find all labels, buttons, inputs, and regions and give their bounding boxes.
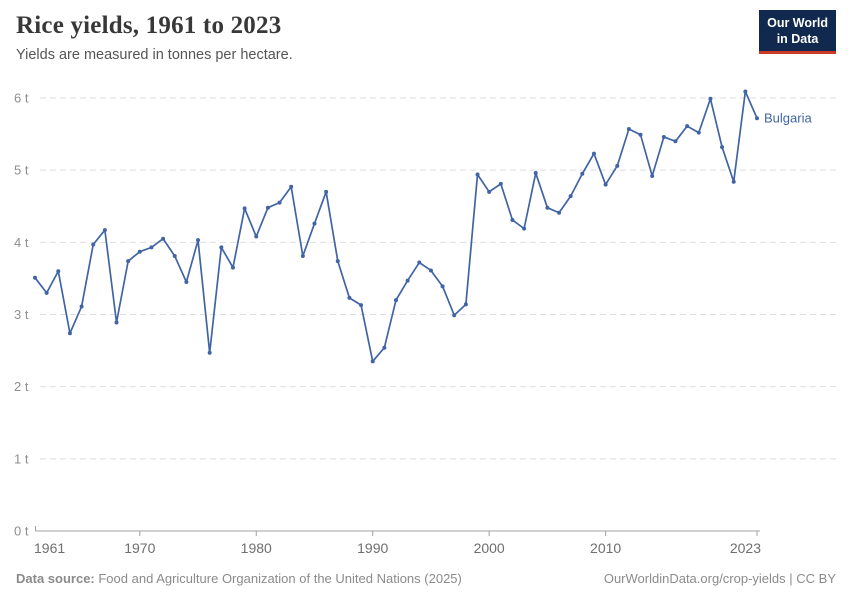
data-point[interactable] — [324, 189, 329, 194]
data-point[interactable] — [370, 359, 375, 364]
data-point[interactable] — [44, 290, 49, 295]
data-source-text: Food and Agriculture Organization of the… — [94, 571, 462, 586]
data-point[interactable] — [475, 172, 480, 177]
data-point[interactable] — [463, 302, 468, 307]
data-point[interactable] — [114, 320, 119, 325]
data-point[interactable] — [650, 173, 655, 178]
x-axis-tick-label: 2023 — [730, 540, 761, 556]
x-axis-tick-label: 1990 — [357, 540, 388, 556]
owid-logo-line1: Our World — [767, 16, 828, 30]
data-point[interactable] — [300, 254, 305, 259]
data-point[interactable] — [498, 181, 503, 186]
data-point[interactable] — [312, 221, 317, 226]
y-axis-tick-label: 2 t — [14, 379, 29, 394]
y-axis-tick-label: 4 t — [14, 235, 29, 250]
data-point[interactable] — [533, 171, 538, 176]
data-point[interactable] — [242, 206, 247, 211]
y-axis-tick-label: 1 t — [14, 451, 29, 466]
data-point[interactable] — [230, 265, 235, 270]
data-point[interactable] — [557, 210, 562, 215]
data-point[interactable] — [510, 217, 515, 222]
data-point[interactable] — [56, 269, 61, 274]
data-point[interactable] — [254, 234, 259, 239]
data-point[interactable] — [638, 132, 643, 137]
data-point[interactable] — [615, 163, 620, 168]
data-point[interactable] — [277, 200, 282, 205]
data-point[interactable] — [591, 151, 596, 156]
chart-subtitle: Yields are measured in tonnes per hectar… — [16, 47, 293, 63]
data-point[interactable] — [33, 275, 37, 280]
chart-header: Rice yields, 1961 to 2023 Yields are mea… — [16, 12, 746, 63]
y-axis-tick-label: 6 t — [14, 91, 29, 106]
chart-footer: Data source: Food and Agriculture Organi… — [0, 571, 850, 586]
data-point[interactable] — [603, 182, 608, 187]
y-axis-tick-label: 0 t — [14, 524, 29, 539]
series-end-label: Bulgaria — [764, 111, 812, 126]
data-point[interactable] — [359, 303, 364, 308]
data-point[interactable] — [289, 184, 294, 189]
data-point[interactable] — [626, 127, 631, 132]
data-point[interactable] — [452, 313, 457, 318]
data-point[interactable] — [487, 189, 492, 194]
data-point[interactable] — [79, 304, 84, 309]
series-line — [34, 90, 758, 363]
data-point[interactable] — [428, 268, 433, 273]
owid-logo-line2: in Data — [776, 32, 819, 46]
x-axis-tick-label: 1961 — [34, 540, 65, 556]
data-point[interactable] — [265, 205, 270, 210]
data-point[interactable] — [137, 249, 142, 254]
data-point[interactable] — [394, 298, 398, 303]
data-point[interactable] — [696, 130, 701, 135]
data-point[interactable] — [580, 171, 585, 176]
y-axis-tick-label: 3 t — [14, 307, 29, 322]
data-point[interactable] — [522, 226, 527, 231]
data-point[interactable] — [335, 259, 340, 264]
data-point[interactable] — [440, 284, 445, 289]
data-point[interactable] — [755, 116, 759, 121]
data-point[interactable] — [545, 205, 550, 210]
data-point[interactable] — [207, 350, 212, 355]
data-point[interactable] — [149, 245, 154, 250]
data-point[interactable] — [382, 345, 387, 350]
data-point[interactable] — [184, 280, 189, 285]
footer-citation-link[interactable]: OurWorldinData.org/crop-yields | CC BY — [603, 571, 836, 586]
data-point[interactable] — [708, 96, 713, 101]
data-point[interactable] — [219, 245, 224, 250]
x-axis-tick-label: 2000 — [474, 540, 505, 556]
data-source-label: Data source: — [16, 571, 95, 586]
data-point[interactable] — [661, 134, 666, 139]
chart-title: Rice yields, 1961 to 2023 — [16, 12, 282, 39]
data-point[interactable] — [196, 238, 201, 243]
data-point[interactable] — [743, 89, 748, 94]
data-point[interactable] — [405, 278, 410, 283]
data-point[interactable] — [161, 236, 166, 241]
data-point[interactable] — [568, 194, 573, 199]
data-point[interactable] — [731, 179, 736, 184]
data-point[interactable] — [102, 228, 107, 233]
data-point[interactable] — [172, 254, 177, 259]
data-point[interactable] — [347, 295, 352, 300]
data-point[interactable] — [67, 331, 72, 336]
data-point[interactable] — [417, 260, 422, 265]
data-point[interactable] — [720, 145, 725, 150]
x-axis-tick-label: 2010 — [590, 540, 621, 556]
data-point[interactable] — [673, 139, 678, 144]
owid-logo[interactable]: Our World in Data — [759, 10, 836, 54]
data-point[interactable] — [91, 242, 96, 247]
data-source-note: Data source: Food and Agriculture Organi… — [16, 571, 462, 586]
x-axis-tick-label: 1980 — [241, 540, 272, 556]
x-axis-tick-label: 1970 — [124, 540, 155, 556]
y-axis-tick-label: 5 t — [14, 163, 29, 178]
data-point[interactable] — [126, 259, 131, 264]
data-point[interactable] — [685, 124, 690, 129]
